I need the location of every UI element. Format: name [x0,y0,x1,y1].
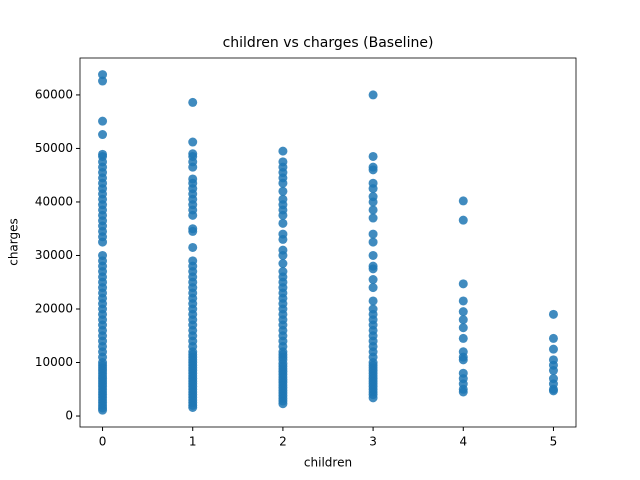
point [98,70,108,80]
point [368,192,378,202]
point [458,215,468,225]
point [548,333,558,343]
x-axis-label: children [304,456,352,470]
point [368,250,378,260]
point [458,333,468,343]
y-tick-label: 30000 [35,248,73,262]
point [188,242,198,252]
point [368,296,378,306]
point [548,344,558,354]
point [98,149,108,159]
point [188,97,198,107]
point [188,256,198,266]
y-tick-label: 40000 [35,194,73,208]
point [548,374,558,384]
x-tick-label: 3 [369,435,377,449]
point [98,130,108,140]
chart-title: children vs charges (Baseline) [223,35,434,51]
point [368,237,378,247]
point [368,213,378,223]
point [368,304,378,314]
point [98,116,108,126]
point [368,275,378,285]
point [368,229,378,239]
x-tick-label: 0 [99,435,107,449]
y-tick-label: 50000 [35,141,73,155]
point [278,186,288,196]
point [548,355,558,365]
y-tick-label: 10000 [35,355,73,369]
y-tick-label: 20000 [35,301,73,315]
point [368,283,378,293]
point [368,151,378,161]
point [368,178,378,188]
x-tick-label: 2 [279,435,287,449]
point [368,261,378,271]
point [278,146,288,156]
point [188,224,198,234]
y-tick-label: 60000 [35,87,73,101]
point [458,368,468,378]
point [458,323,468,333]
x-tick-label: 4 [459,435,467,449]
point [98,76,108,86]
point [278,194,288,204]
y-axis-label: charges [7,218,21,266]
point [458,347,468,357]
point [278,267,288,277]
x-tick-label: 5 [550,435,558,449]
point [278,229,288,239]
point [98,250,108,260]
point [548,309,558,319]
point [278,259,288,269]
plot-frame [79,57,577,428]
y-tick-label: 0 [65,409,73,423]
point [458,196,468,206]
x-tick-label: 1 [189,435,197,449]
point [278,157,288,167]
point [368,162,378,172]
point [458,307,468,317]
point [188,174,198,184]
point [278,245,288,255]
point [368,90,378,100]
point [458,315,468,325]
point [458,279,468,289]
point [188,149,198,159]
point [458,296,468,306]
point [368,205,378,215]
point [188,137,198,147]
point [278,218,288,228]
